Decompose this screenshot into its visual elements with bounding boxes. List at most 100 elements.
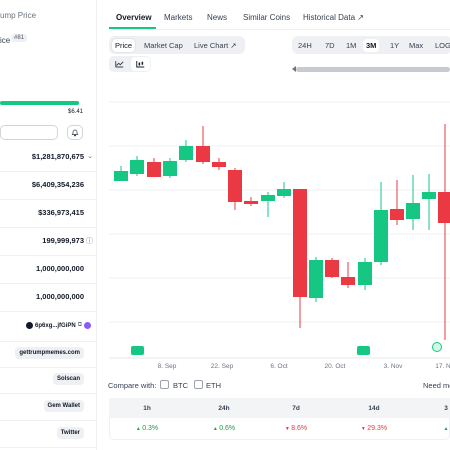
link-row: gettrumpmemes.com	[0, 341, 96, 368]
active-tab-indicator	[109, 27, 156, 29]
performance-value: 29.3%	[367, 425, 388, 432]
candle-body	[374, 210, 388, 262]
compare-btc-label[interactable]: BTC	[173, 381, 188, 390]
timeframe-1y[interactable]: 1Y	[390, 41, 400, 50]
stat-value: $6,409,354,236	[31, 180, 84, 189]
candle-body	[163, 161, 177, 176]
copy-icon[interactable]: ⧉	[77, 322, 82, 328]
performance-header-cell: 3	[444, 405, 448, 412]
stat-row: $6,409,354,236	[0, 171, 96, 200]
external-link-icon: ↗	[357, 13, 364, 22]
chevron-down-icon[interactable]: ⌄	[87, 153, 93, 160]
compare-eth-label[interactable]: ETH	[206, 381, 221, 390]
stat-value: 1,000,000,000	[36, 292, 84, 301]
chart-mode-switch	[109, 36, 245, 54]
stat-value: 199,999,973	[42, 236, 84, 245]
compare-eth-checkbox[interactable]	[194, 380, 203, 389]
candle-body	[244, 201, 258, 204]
stat-row: $1,281,870,675 ⌄	[0, 143, 96, 172]
link-chip[interactable]: gettrumpmemes.com	[15, 347, 84, 359]
link-row: Solscan	[0, 367, 96, 394]
scroll-left-arrow[interactable]	[292, 66, 296, 72]
performance-value-cell: ▲ 0.3%	[117, 425, 177, 432]
stat-row: 199,999,973 ⓘ	[0, 227, 96, 256]
timeframe-max[interactable]: Max	[409, 41, 424, 50]
candle-body	[130, 160, 144, 174]
caret-up-icon: ▲	[443, 426, 449, 432]
candle-body	[341, 277, 355, 285]
candle-body	[147, 162, 161, 177]
compare-label: Compare with:	[108, 381, 157, 390]
chart-range-scrollbar[interactable]	[296, 67, 450, 72]
converter-input[interactable]	[0, 125, 58, 140]
performance-value-cell: ▼ 29.3%	[344, 425, 404, 432]
timeframe-24h[interactable]: 24H	[298, 41, 312, 50]
candle-body	[261, 195, 275, 201]
candle-body	[390, 209, 404, 220]
performance-header-cell: 7d	[292, 405, 300, 412]
candle-body	[228, 170, 242, 202]
price-label: ice	[0, 36, 11, 45]
need-more-link[interactable]: Need mo	[423, 381, 450, 390]
range-high: $6.41	[68, 109, 84, 115]
event-marker-icon	[432, 342, 442, 352]
coin-sidebar: ump Price ice #81 $6.41 $1,281,870,675 ⌄ $…	[0, 0, 97, 450]
caret-up-icon: ▲	[212, 426, 220, 432]
x-tick-label: 6. Oct	[270, 363, 288, 370]
coin-price-title: ump Price	[0, 11, 37, 20]
link-chip[interactable]: Twitter	[56, 427, 84, 439]
candlestick-chart-button[interactable]	[131, 57, 150, 71]
compare-btc-checkbox[interactable]	[160, 380, 169, 389]
caret-down-icon: ▼	[284, 426, 292, 432]
candle-body	[406, 203, 420, 219]
contract-address[interactable]: 6p6xg...jfGiPN	[35, 322, 76, 329]
stat-value: 1,000,000,000	[36, 264, 84, 273]
timeframe-7d[interactable]: 7D	[325, 41, 335, 50]
x-tick-label: 8. Sep	[158, 363, 177, 370]
contract-row: 6p6xg...jfGiPN ⧉	[0, 313, 96, 342]
price-alert-button[interactable]	[67, 125, 83, 140]
performance-value: 8.6%	[291, 425, 308, 432]
tabs-divider	[109, 29, 450, 30]
tab-overview[interactable]: Overview	[116, 13, 152, 22]
external-link-icon: ↗	[230, 41, 237, 50]
performance-value-cell: ▼ 8.6%	[266, 425, 326, 432]
network-icon	[84, 322, 91, 329]
candle-body	[293, 189, 307, 297]
timeframe-1m[interactable]: 1M	[346, 41, 357, 50]
live-chart-button[interactable]: Live Chart ↗	[194, 41, 237, 50]
candle-body	[179, 146, 193, 160]
candle-body	[325, 260, 339, 277]
tab-similar-coins[interactable]: Similar Coins	[243, 13, 291, 22]
stat-row: 1,000,000,000	[0, 283, 96, 312]
candle-body	[422, 192, 436, 199]
candle-body	[212, 162, 226, 167]
stat-row: 1,000,000,000	[0, 255, 96, 284]
performance-header-cell: 14d	[368, 405, 380, 412]
x-tick-label: 20. Oct	[325, 363, 346, 370]
market-cap-mode-button[interactable]: Market Cap	[144, 41, 183, 50]
log-scale-toggle[interactable]: LOG	[435, 41, 450, 50]
candle-body	[309, 260, 323, 298]
x-tick-label: 17. N	[435, 363, 450, 370]
rank-badge: #81	[11, 34, 28, 42]
candle-body	[114, 171, 128, 181]
x-tick-label: 3. Nov	[384, 363, 404, 370]
link-chip[interactable]: Solscan	[52, 373, 84, 385]
performance-header-cell: 1h	[143, 405, 151, 412]
link-chip[interactable]: Gem Wallet	[43, 400, 84, 412]
price-candlestick-chart[interactable]: 8. Sep 22. Sep 6. Oct 20. Oct 3. Nov 17. N	[109, 100, 450, 370]
timeframe-3m[interactable]: 3M	[363, 39, 380, 52]
stat-row: $336,973,415	[0, 199, 96, 228]
candlestick-icon	[136, 61, 145, 68]
bell-icon	[71, 129, 79, 136]
stat-value: $336,973,415	[38, 208, 84, 217]
price-mode-button[interactable]: Price	[112, 39, 136, 52]
line-chart-button[interactable]	[110, 57, 129, 71]
tab-historical-data[interactable]: Historical Data ↗	[303, 13, 364, 22]
price-range-fill	[0, 101, 79, 105]
candle-body	[277, 189, 291, 196]
stat-value: $1,281,870,675	[31, 152, 84, 161]
tab-markets[interactable]: Markets	[164, 13, 193, 22]
tab-news[interactable]: News	[207, 13, 228, 22]
